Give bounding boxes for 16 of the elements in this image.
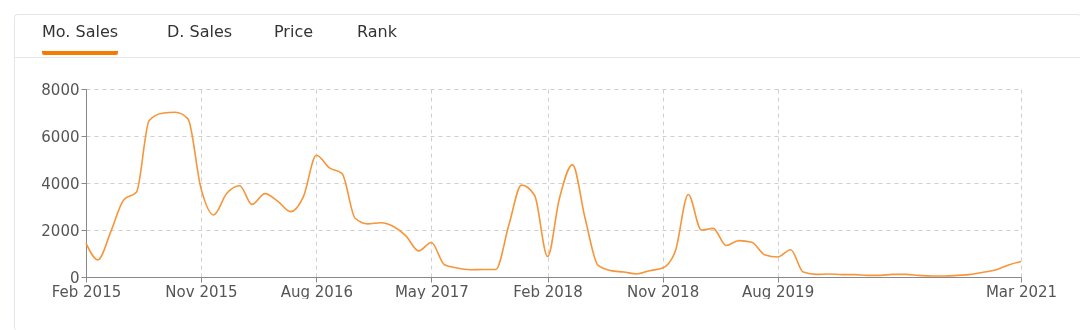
x-tick-label: Feb 2015 xyxy=(51,282,122,301)
x-tick-label: Aug 2019 xyxy=(741,282,815,301)
x-tick-label: Nov 2018 xyxy=(626,282,700,301)
text: Mo. Sales xyxy=(42,22,119,55)
y-tick-label: 8000 xyxy=(41,80,80,99)
y-tick-label: 6000 xyxy=(41,127,80,146)
text: D. Sales xyxy=(167,22,233,43)
x-tick-label: May 2017 xyxy=(394,282,469,301)
x-tick-label: Aug 2016 xyxy=(280,282,353,301)
x-tick-label: Mar 2021 xyxy=(985,282,1058,301)
y-tick-label: 4000 xyxy=(41,174,80,193)
x-tick-label: Nov 2015 xyxy=(165,282,238,301)
x-tick-label: Feb 2018 xyxy=(513,282,583,301)
text: Price xyxy=(274,22,314,43)
y-tick-label: 2000 xyxy=(41,221,80,240)
text: Rank xyxy=(357,22,397,43)
